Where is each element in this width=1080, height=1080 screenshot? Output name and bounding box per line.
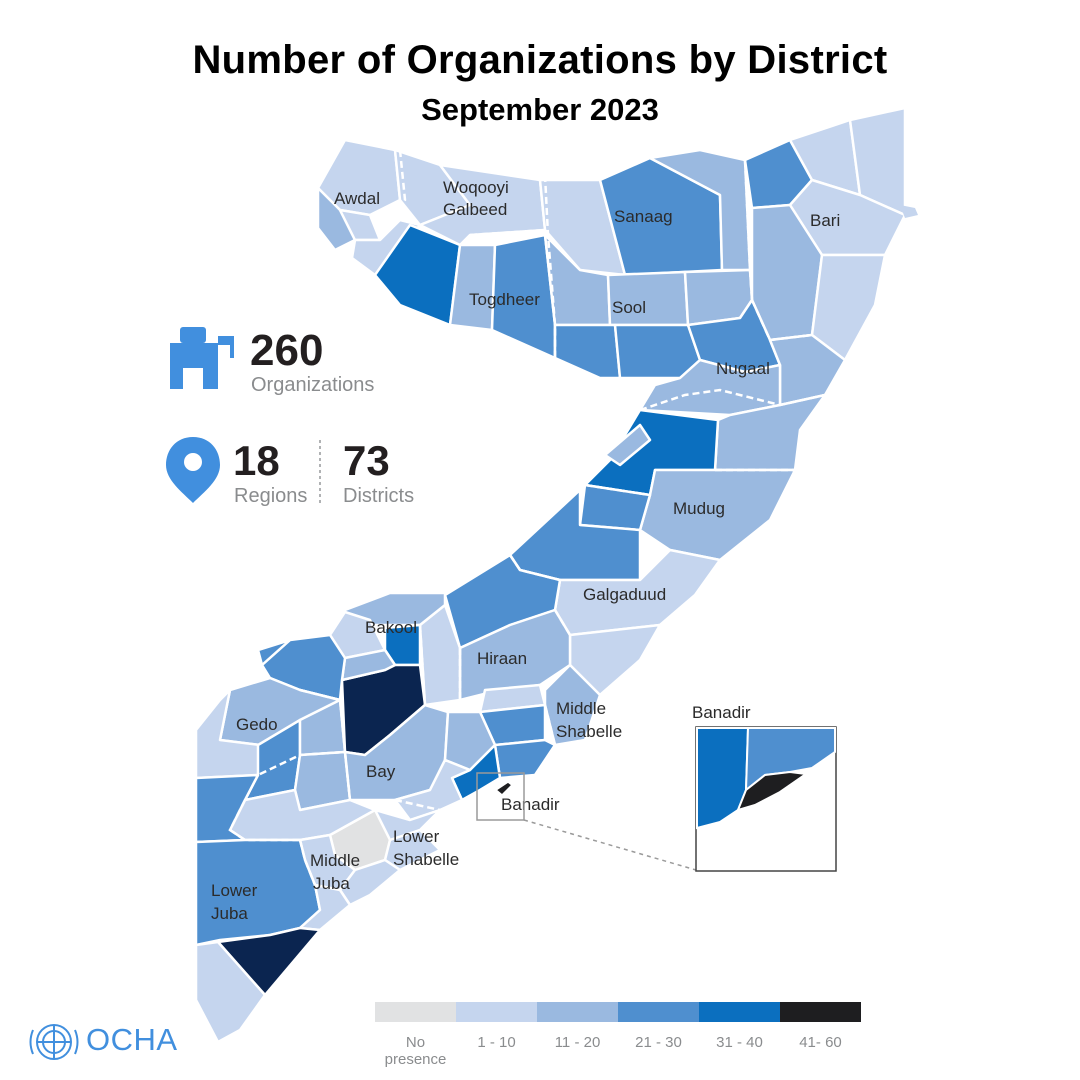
districts-count: 73: [343, 437, 390, 484]
inset-label: Banadir: [692, 703, 751, 722]
building-flag-icon: [170, 327, 234, 389]
label-gedo: Gedo: [236, 715, 278, 734]
label-bari: Bari: [810, 211, 840, 230]
map-subtitle: September 2023: [421, 92, 659, 127]
district-gedo-2: [256, 638, 292, 667]
label-awdal: Awdal: [334, 189, 380, 208]
label-togdheer: Togdheer: [469, 290, 540, 309]
legend-swatch-21-30: [618, 1002, 699, 1022]
district-sanaag-1: [538, 178, 627, 277]
label-middle-shabelle-2: Shabelle: [556, 722, 622, 741]
legend-swatches: [375, 1002, 861, 1022]
district-sool-4: [553, 323, 622, 380]
label-nugaal: Nugaal: [716, 359, 770, 378]
legend-label: 11 - 20: [554, 1034, 601, 1051]
south-districts: [194, 591, 502, 1044]
label-middle-juba-2: Juba: [313, 874, 350, 893]
ras-hafun: [900, 205, 918, 218]
inset-district-coast: [736, 770, 809, 812]
district-banadir: [494, 781, 514, 797]
label-lower-shabelle-1: Lower: [393, 827, 440, 846]
legend-label: 21 - 30: [635, 1034, 682, 1051]
organizations-label: Organizations: [251, 374, 375, 396]
label-bay: Bay: [366, 762, 396, 781]
label-middle-shabelle-1: Middle: [556, 699, 606, 718]
ocha-logo-text: OCHA: [86, 1022, 178, 1057]
banadir-locator-box: [476, 772, 525, 821]
label-lower-juba-1: Lower: [211, 881, 258, 900]
region-boundaries: [228, 149, 826, 886]
district-bari-5: [810, 253, 887, 362]
district-awdal-2: [316, 186, 357, 252]
map-title: Number of Organizations by District: [192, 38, 888, 82]
label-mudug: Mudug: [673, 499, 725, 518]
legend-label: 1 - 10: [477, 1034, 516, 1051]
label-lower-juba-2: Juba: [211, 904, 248, 923]
location-pin-icon: [166, 437, 220, 503]
district-mudug-2: [603, 423, 652, 467]
banadir-inset: Banadir: [692, 703, 837, 872]
label-galgaduud: Galgaduud: [583, 585, 666, 604]
label-woqooyi-1: Woqooyi: [443, 178, 509, 197]
district-lj-5: [194, 940, 267, 1044]
legend-swatch-1-10: [456, 1002, 537, 1022]
legend-swatch-11-20: [537, 1002, 618, 1022]
regions-label: Regions: [234, 485, 308, 507]
legend-label: No presence: [384, 1034, 447, 1068]
central-districts: [418, 358, 827, 780]
label-lower-shabelle-2: Shabelle: [393, 850, 459, 869]
legend-labels: No presence 1 - 10 11 - 20 21 - 30 31 - …: [375, 1034, 861, 1068]
label-hiraan: Hiraan: [477, 649, 527, 668]
label-banadir: Banadir: [501, 795, 560, 814]
regions-count: 18: [233, 437, 280, 484]
label-sanaag: Sanaag: [614, 207, 673, 226]
legend-label: 31 - 40: [716, 1034, 763, 1051]
legend-swatch-41-60: [780, 1002, 861, 1022]
ocha-logo: OCHA: [80, 1022, 178, 1058]
legend-swatch-31-40: [699, 1002, 780, 1022]
legend-label: 41- 60: [799, 1034, 842, 1051]
organizations-count: 260: [250, 326, 324, 375]
districts-label: Districts: [343, 485, 415, 507]
un-emblem-icon: [29, 1024, 79, 1060]
inset-connector: [523, 819, 697, 871]
label-woqooyi-2: Galbeed: [443, 200, 507, 219]
north-districts: [316, 106, 907, 407]
label-middle-juba-1: Middle: [310, 851, 360, 870]
label-bakool: Bakool: [365, 618, 417, 637]
legend-swatch-no-presence: [375, 1002, 456, 1022]
label-sool: Sool: [612, 298, 646, 317]
region-labels: Awdal Woqooyi Galbeed Sanaag Bari Togdhe…: [211, 178, 840, 923]
